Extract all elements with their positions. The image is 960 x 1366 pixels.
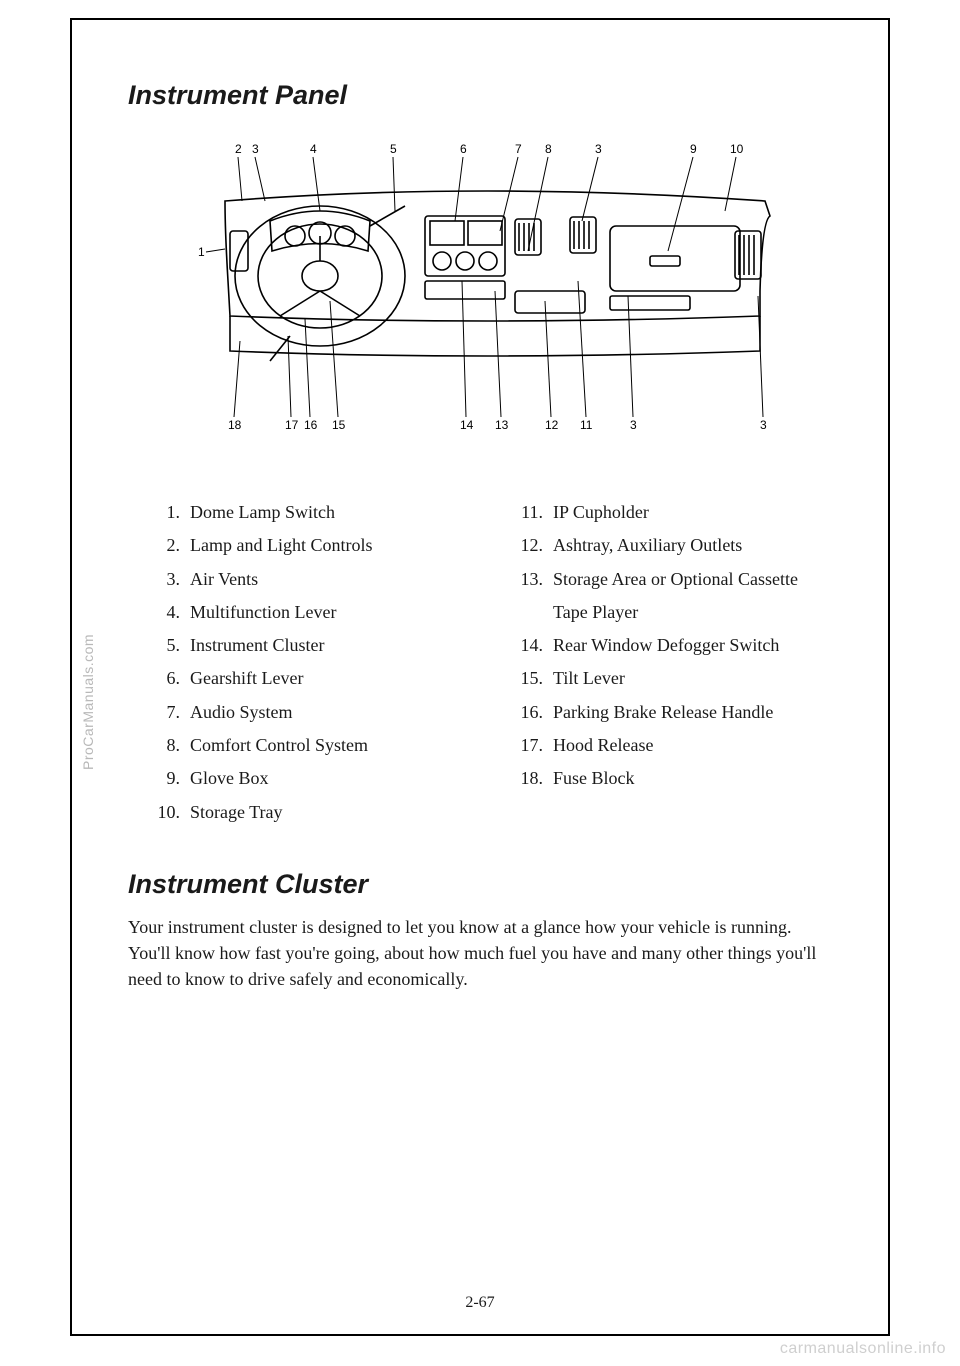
list-item: 2.Lamp and Light Controls [146,529,469,562]
watermark-bottom: carmanualsonline.info [780,1340,946,1358]
list-item: 3.Air Vents [146,563,469,596]
page-number: 2-67 [72,1294,888,1312]
list-item: 7.Audio System [146,696,469,729]
svg-text:17: 17 [285,418,299,432]
svg-text:4: 4 [310,142,317,156]
list-item: 12.Ashtray, Auxiliary Outlets [509,529,832,562]
list-item: 6.Gearshift Lever [146,662,469,695]
svg-text:3: 3 [630,418,637,432]
list-item: 16.Parking Brake Release Handle [509,696,832,729]
list-item: 15.Tilt Lever [509,662,832,695]
page-title: Instrument Panel [128,80,832,111]
instrument-panel-diagram: 234567839101817161514131211331 [170,141,790,441]
list-item-text: Hood Release [553,729,653,762]
section-title: Instrument Cluster [128,869,832,900]
list-item-text: Multifunction Lever [190,596,336,629]
list-item-number: 7. [146,696,190,729]
svg-text:9: 9 [690,142,697,156]
list-item-number: 1. [146,496,190,529]
svg-text:3: 3 [595,142,602,156]
list-item: 14.Rear Window Defogger Switch [509,629,832,662]
list-item-number: 10. [146,796,190,829]
svg-text:10: 10 [730,142,744,156]
list-item-number: 13. [509,563,553,630]
svg-text:3: 3 [760,418,767,432]
parts-list-left: 1.Dome Lamp Switch2.Lamp and Light Contr… [146,496,469,829]
list-item-text: Audio System [190,696,293,729]
svg-text:5: 5 [390,142,397,156]
svg-text:1: 1 [198,245,205,259]
svg-text:14: 14 [460,418,474,432]
list-item: 4.Multifunction Lever [146,596,469,629]
parts-list: 1.Dome Lamp Switch2.Lamp and Light Contr… [146,496,832,829]
list-item: 8.Comfort Control System [146,729,469,762]
diagram-container: 234567839101817161514131211331 [128,141,832,446]
watermark-side: ProCarManuals.com [80,634,96,770]
list-item: 5.Instrument Cluster [146,629,469,662]
list-item-number: 3. [146,563,190,596]
list-item-number: 4. [146,596,190,629]
list-item-text: Lamp and Light Controls [190,529,372,562]
list-item-number: 6. [146,662,190,695]
svg-text:3: 3 [252,142,259,156]
list-item: 18.Fuse Block [509,762,832,795]
list-item-text: Air Vents [190,563,258,596]
list-item-number: 12. [509,529,553,562]
svg-text:7: 7 [515,142,522,156]
list-item-number: 18. [509,762,553,795]
list-item-text: Storage Area or Optional Cassette Tape P… [553,563,832,630]
list-item-text: Rear Window Defogger Switch [553,629,779,662]
list-item-number: 14. [509,629,553,662]
svg-text:15: 15 [332,418,346,432]
list-item-number: 9. [146,762,190,795]
list-item-number: 2. [146,529,190,562]
svg-text:12: 12 [545,418,559,432]
list-item-text: Parking Brake Release Handle [553,696,773,729]
list-item-text: Ashtray, Auxiliary Outlets [553,529,742,562]
list-item-text: Instrument Cluster [190,629,324,662]
list-item: 1.Dome Lamp Switch [146,496,469,529]
list-item: 17.Hood Release [509,729,832,762]
list-item-number: 15. [509,662,553,695]
list-item: 9.Glove Box [146,762,469,795]
list-item-text: Dome Lamp Switch [190,496,335,529]
list-item-text: Comfort Control System [190,729,368,762]
list-item-number: 17. [509,729,553,762]
svg-text:6: 6 [460,142,467,156]
list-item-number: 8. [146,729,190,762]
list-item-number: 16. [509,696,553,729]
svg-text:16: 16 [304,418,318,432]
list-item: 11.IP Cupholder [509,496,832,529]
svg-text:8: 8 [545,142,552,156]
svg-text:18: 18 [228,418,242,432]
page-frame: Instrument Panel [70,18,890,1336]
list-item-number: 11. [509,496,553,529]
list-item: 13.Storage Area or Optional Cassette Tap… [509,563,832,630]
list-item: 10.Storage Tray [146,796,469,829]
list-item-text: Gearshift Lever [190,662,303,695]
list-item-text: Glove Box [190,762,269,795]
list-item-text: Fuse Block [553,762,635,795]
svg-text:13: 13 [495,418,509,432]
svg-text:11: 11 [580,418,593,432]
list-item-number: 5. [146,629,190,662]
parts-list-right: 11.IP Cupholder12.Ashtray, Auxiliary Out… [509,496,832,829]
list-item-text: Storage Tray [190,796,283,829]
list-item-text: IP Cupholder [553,496,649,529]
list-item-text: Tilt Lever [553,662,625,695]
svg-text:2: 2 [235,142,242,156]
section-body: Your instrument cluster is designed to l… [128,914,832,992]
